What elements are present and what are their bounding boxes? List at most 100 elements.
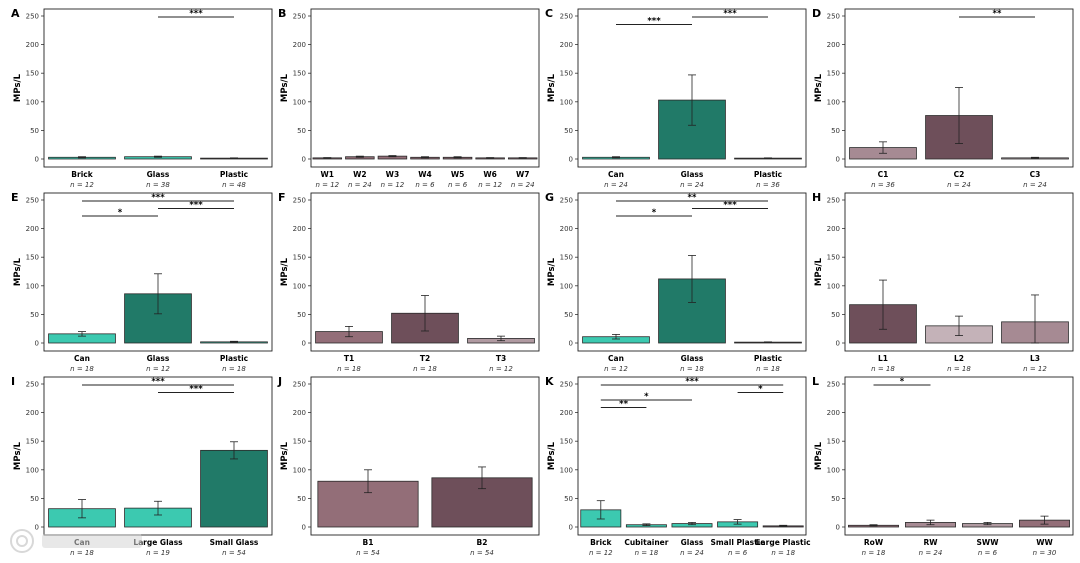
y-tick-label: 250 [293,381,306,389]
y-tick-label: 100 [560,98,573,106]
panel-label: L [812,375,819,388]
x-tick-label: Brick [590,538,612,547]
y-axis-label: MPs/L [13,73,23,102]
y-tick-label: 250 [26,197,39,205]
x-tick-label: Glass [147,170,170,179]
x-tick-label: W2 [353,170,367,179]
x-tick-label: C3 [1030,170,1041,179]
significance-label: *** [723,9,737,19]
plot-frame [43,376,273,536]
x-tick-label: W4 [418,170,432,179]
n-label: n = 12 [315,181,339,189]
y-tick-label: 250 [26,13,39,21]
x-tick-label: Large Plastic [756,538,811,547]
n-label: n = 12 [381,181,405,189]
y-tick-label: 0 [569,524,573,532]
y-tick-label: 150 [26,438,39,446]
x-tick-label: T3 [496,354,506,363]
y-tick-label: 50 [564,127,573,135]
n-label: n = 18 [413,365,437,373]
y-tick-label: 150 [827,70,840,78]
y-tick-label: 0 [836,156,840,164]
plot-frame [844,192,1074,352]
plot-frame [310,376,540,536]
x-tick-label: Glass [681,538,704,547]
x-tick-label: Can [608,354,624,363]
x-tick-label: RoW [864,538,884,547]
y-tick-label: 200 [293,41,306,49]
n-label: n = 24 [604,181,628,189]
y-tick-label: 200 [827,41,840,49]
n-label: n = 24 [947,181,971,189]
y-tick-label: 50 [831,311,840,319]
x-tick-label: W7 [516,170,530,179]
significance-label: ** [993,9,1002,19]
n-label: n = 12 [489,365,513,373]
x-tick-label: L2 [954,354,964,363]
y-axis-label: MPs/L [13,441,23,470]
n-label: n = 19 [146,549,170,557]
panel-H: H MPs/L 0 50 100 150 200 250 L1 n = 18 L2 n = 18 L3 n… [812,191,1074,373]
y-axis-label: MPs/L [13,257,23,286]
y-axis-label: MPs/L [547,257,557,286]
y-tick-label: 200 [293,409,306,417]
y-tick-label: 0 [35,340,39,348]
n-label: n = 6 [728,549,748,557]
y-tick-label: 0 [35,156,39,164]
panel-label: H [812,191,821,204]
plot-frame [310,192,540,352]
y-tick-label: 250 [293,197,306,205]
n-label: n = 24 [680,549,704,557]
plot-frame [43,8,273,168]
y-tick-label: 50 [564,311,573,319]
y-tick-label: 250 [560,381,573,389]
panel-label: B [278,7,286,20]
significance-label: * [652,208,657,218]
y-tick-label: 250 [827,197,840,205]
x-tick-label: T1 [344,354,354,363]
x-tick-label: B2 [477,538,488,547]
x-tick-label: Glass [147,354,170,363]
n-label: n = 12 [70,181,94,189]
n-label: n = 12 [478,181,502,189]
panel-D: D MPs/L 0 50 100 150 200 250 C1 n = 36 C2 n = 24 C3 n… [812,7,1074,189]
significance-label: * [900,377,905,387]
n-label: n = 24 [1023,181,1047,189]
n-label: n = 54 [356,549,380,557]
y-axis-label: MPs/L [280,257,290,286]
plot-frame [310,8,540,168]
y-tick-label: 150 [560,70,573,78]
n-label: n = 18 [635,549,659,557]
x-tick-label: Plastic [754,170,782,179]
y-tick-label: 50 [30,495,39,503]
n-label: n = 18 [862,549,886,557]
y-tick-label: 200 [26,225,39,233]
n-label: n = 24 [348,181,372,189]
y-tick-label: 0 [569,340,573,348]
significance-label: *** [189,385,203,395]
x-tick-label: B1 [363,538,374,547]
panel-B: B MPs/L 0 50 100 150 200 250 W1 n = 12 W2 n = 24 W3 n… [278,7,540,189]
y-tick-label: 250 [26,381,39,389]
panel-label: D [812,7,821,20]
watermark-logo [10,529,142,553]
x-tick-label: L3 [1030,354,1040,363]
panel-label: F [278,191,286,204]
y-tick-label: 0 [569,156,573,164]
significance-label: *** [189,9,203,19]
y-tick-label: 0 [302,340,306,348]
n-label: n = 18 [756,365,780,373]
y-tick-label: 100 [293,282,306,290]
panel-E: E MPs/L 0 50 100 150 200 250 Can n = 18 Glass n = 1… [11,191,273,373]
panel-J: J MPs/L 0 50 100 150 200 250 B1 n = 54 B2 n = 54 [277,375,540,557]
panel-L: L MPs/L 0 50 100 150 200 250 RoW n = 18 RW n = 24 SW… [812,375,1074,557]
y-tick-label: 100 [827,466,840,474]
panel-F: F MPs/L 0 50 100 150 200 250 T1 n = 18 T2 n = 18 T3 n… [278,191,540,373]
y-tick-label: 100 [26,98,39,106]
x-tick-label: W1 [321,170,335,179]
y-tick-label: 50 [297,127,306,135]
x-tick-label: Plastic [220,354,248,363]
significance-label: ** [619,400,628,410]
y-tick-label: 250 [560,197,573,205]
